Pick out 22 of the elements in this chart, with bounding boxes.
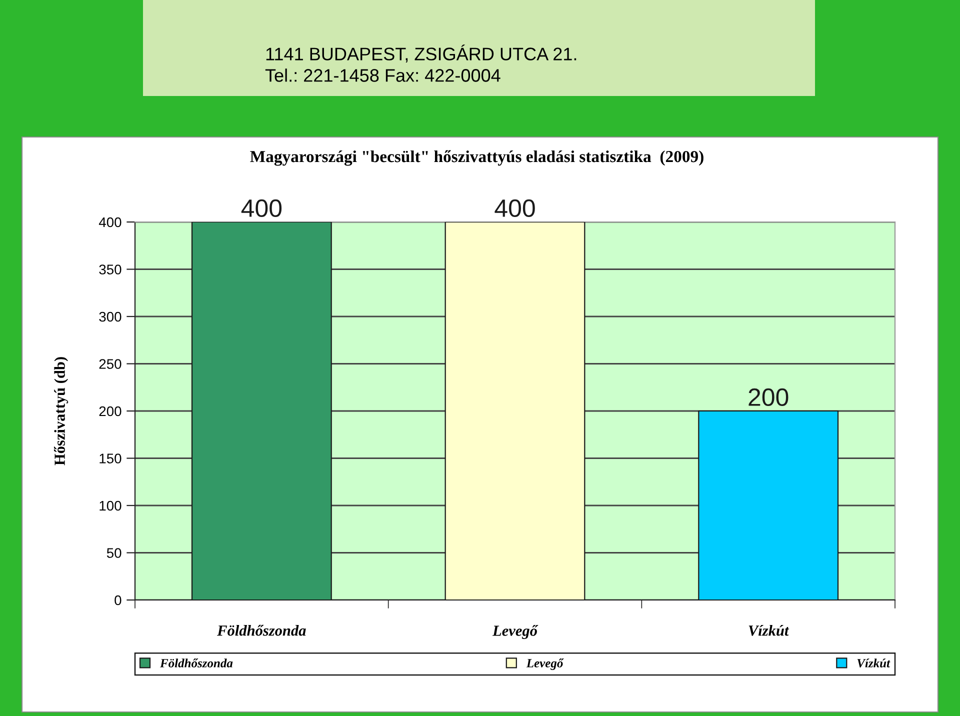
x-tick-label: Levegő (492, 625, 538, 640)
y-tick-label: 150 (100, 454, 122, 464)
legend-label: Földhőszonda (160, 658, 233, 668)
y-tick-label: 300 (99, 312, 122, 322)
data-label: 200 (748, 388, 788, 406)
legend-label: Levegő (526, 658, 564, 670)
y-tick-label: 400 (98, 217, 122, 228)
text: Tel.: 221-1458 Fax: 422-0004 (265, 68, 500, 82)
data-label: 400 (241, 199, 282, 218)
chart-title: Magyarországi "becsült" hőszivattyús eladási statisztika (2009) (250, 150, 704, 166)
x-tick-label: Földhőszonda (217, 624, 306, 636)
y-axis-title: Hőszivattyú (db) (54, 357, 68, 466)
y-tick-label: 50 (106, 548, 122, 558)
y-tick-label: 100 (100, 500, 122, 511)
text: 1141 BUDAPEST, ZSIGÁRD UTCA 21. (266, 44, 576, 63)
x-tick-label: Vízkút (748, 624, 790, 636)
y-tick-label: 0 (114, 595, 122, 606)
data-label: 400 (494, 199, 535, 218)
legend-label: Vízkút (857, 658, 890, 668)
y-tick-label: 200 (99, 406, 122, 416)
y-tick-label: 350 (99, 264, 122, 274)
y-tick-label: 250 (99, 359, 122, 369)
